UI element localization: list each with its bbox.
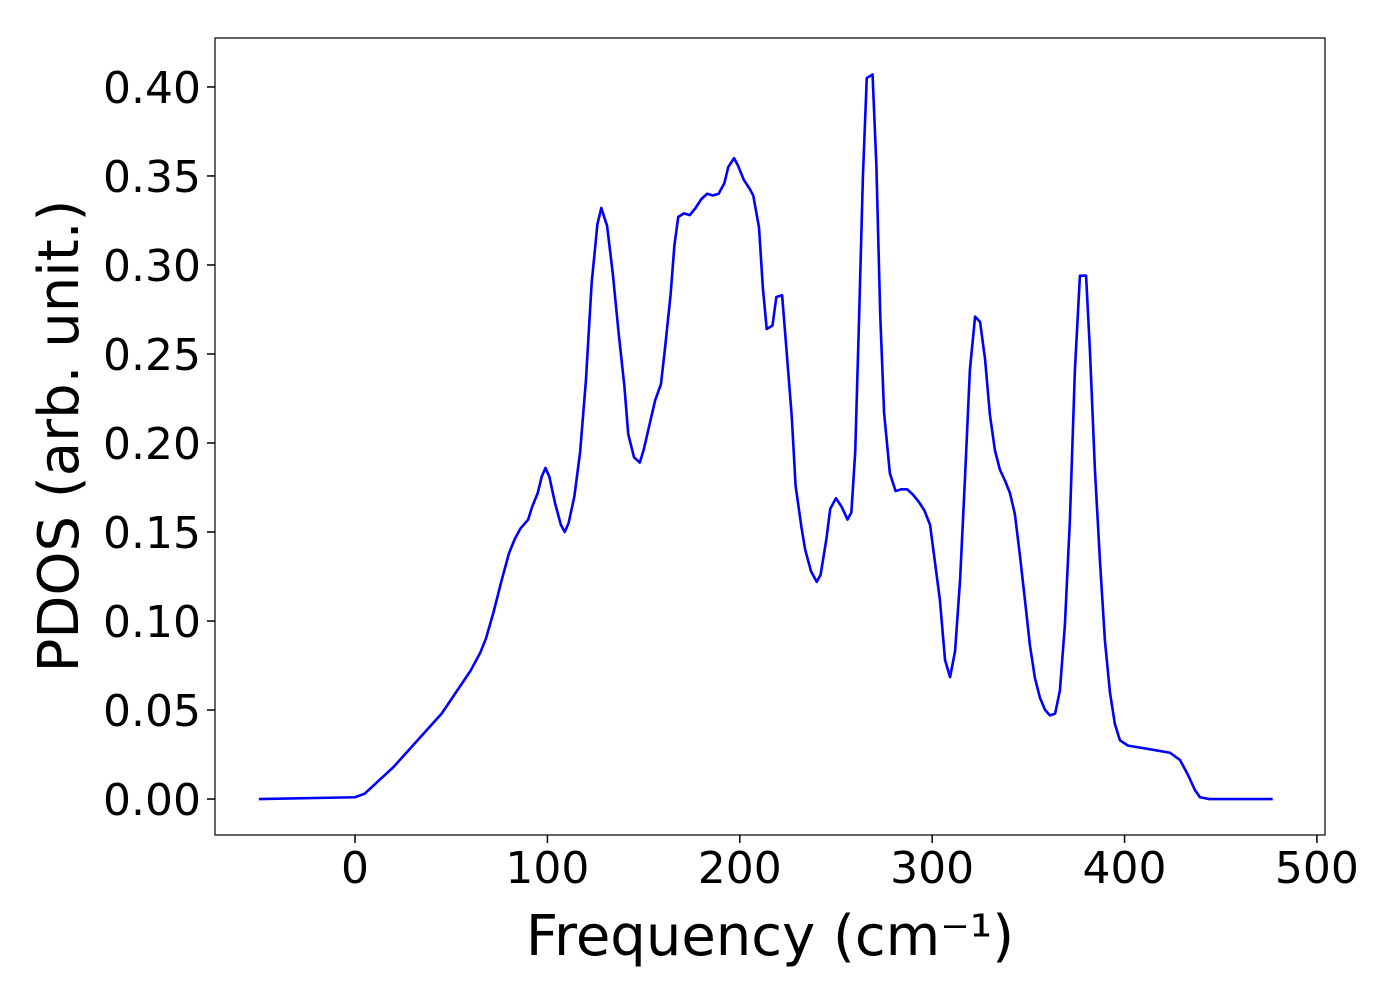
y-tick-label: 0.00 — [103, 775, 201, 826]
x-tick-label: 500 — [1275, 843, 1359, 894]
y-tick-label: 0.25 — [103, 330, 201, 381]
y-tick-label: 0.15 — [103, 508, 201, 559]
y-tick-label: 0.05 — [103, 686, 201, 737]
data-line — [258, 73, 1273, 801]
x-tick-label: 400 — [1083, 843, 1167, 894]
y-axis-label: PDOS (arb. unit.) — [27, 200, 92, 673]
plot-frame — [214, 37, 1326, 836]
x-tick-label: 200 — [698, 843, 782, 894]
x-axis-label: Frequency (cm⁻¹) — [526, 904, 1014, 969]
x-tick-label: 0 — [341, 843, 369, 894]
y-tick-label: 0.20 — [103, 419, 201, 470]
x-tick-label: 300 — [890, 843, 974, 894]
y-tick-label: 0.30 — [103, 241, 201, 292]
y-tick-label: 0.10 — [103, 597, 201, 648]
x-tick-label: 100 — [505, 843, 589, 894]
y-tick-label: 0.35 — [103, 152, 201, 203]
y-tick-label: 0.40 — [103, 63, 201, 114]
